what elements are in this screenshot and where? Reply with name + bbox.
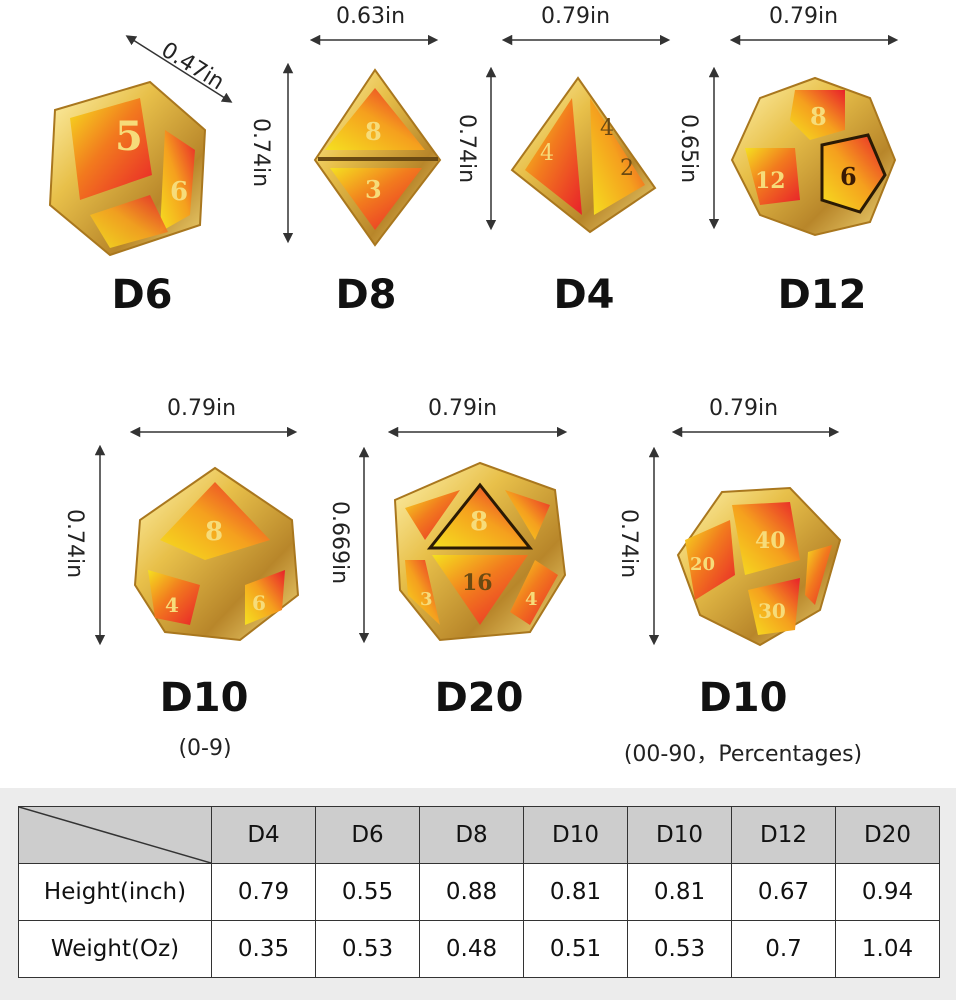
d10b-height-label: 0.74in: [616, 508, 642, 579]
svg-text:4: 4: [165, 593, 179, 617]
d4-width-label: 0.79in: [541, 4, 611, 29]
svg-text:6: 6: [170, 177, 188, 207]
svg-text:20: 20: [690, 554, 715, 575]
svg-text:3: 3: [365, 175, 382, 204]
d10a-height-label: 0.74in: [62, 508, 88, 579]
d4-name: D4: [553, 272, 615, 318]
d10a-sub: (0-9): [178, 736, 232, 761]
table-cell: 0.67: [731, 863, 836, 921]
d20-height-label: 0.669in: [327, 500, 353, 585]
d8-width-label: 0.63in: [336, 4, 406, 29]
d4-height-label: 0.65in: [676, 113, 702, 184]
svg-text:3: 3: [420, 589, 433, 610]
table-row-height: Height(inch) 0.79 0.55 0.88 0.81 0.81 0.…: [18, 863, 940, 921]
d10b-sub: (00-90，Percentages): [623, 742, 863, 767]
svg-text:16: 16: [462, 570, 493, 596]
table-cell: 0.53: [315, 920, 420, 978]
svg-text:5: 5: [115, 113, 143, 160]
svg-text:8: 8: [470, 507, 488, 537]
d6-name: D6: [111, 272, 173, 318]
table-cell: 0.81: [523, 863, 628, 921]
d10a-name: D10: [159, 675, 249, 721]
svg-text:12: 12: [755, 168, 786, 194]
table-header: D8: [419, 806, 524, 864]
svg-text:8: 8: [205, 517, 223, 547]
d6-height-label: 0.74in: [248, 117, 274, 188]
d12-name: D12: [777, 272, 867, 318]
table-header: D10: [627, 806, 732, 864]
table-cell: 0.79: [211, 863, 316, 921]
d20-name: D20: [434, 675, 524, 721]
svg-text:2: 2: [620, 156, 634, 181]
svg-text:4: 4: [525, 589, 538, 610]
table-cell: 0.48: [419, 920, 524, 978]
row-label: Weight(Oz): [18, 920, 212, 978]
table-cell: 0.94: [835, 863, 940, 921]
table-cell: 0.51: [523, 920, 628, 978]
d10-die-a: 8 4 6: [133, 466, 300, 642]
table-row-weight: Weight(Oz) 0.35 0.53 0.48 0.51 0.53 0.7 …: [18, 920, 940, 978]
d4-die: 4 4 2: [510, 76, 657, 234]
spec-table-panel: D4 D6 D8 D10 D10 D12 D20 Height(inch) 0.…: [0, 788, 956, 1000]
row-label: Height(inch): [18, 863, 212, 921]
table-header: D6: [315, 806, 420, 864]
spec-table: D4 D6 D8 D10 D10 D12 D20 Height(inch) 0.…: [18, 806, 940, 978]
d8-name: D8: [335, 272, 397, 318]
table-cell: 1.04: [835, 920, 940, 978]
table-header: D20: [835, 806, 940, 864]
svg-text:40: 40: [755, 528, 786, 554]
table-header-row: D4 D6 D8 D10 D10 D12 D20: [18, 806, 940, 864]
table-cell: 0.53: [627, 920, 732, 978]
d10a-width-label: 0.79in: [167, 396, 237, 421]
svg-text:8: 8: [810, 102, 827, 131]
table-cell: 0.88: [419, 863, 524, 921]
d8-height-label: 0.74in: [454, 113, 480, 184]
d20-width-label: 0.79in: [428, 396, 498, 421]
table-corner: [18, 806, 212, 864]
table-header: D10: [523, 806, 628, 864]
d8-die: 8 3: [313, 68, 442, 247]
table-cell: 0.35: [211, 920, 316, 978]
svg-text:4: 4: [540, 141, 554, 166]
d6-width-arrow: [125, 35, 233, 103]
svg-text:8: 8: [365, 117, 382, 146]
d12-width-label: 0.79in: [769, 4, 839, 29]
d10-die-b: 40 20 30: [676, 486, 842, 647]
svg-text:4: 4: [600, 116, 614, 141]
d10b-width-label: 0.79in: [709, 396, 779, 421]
d10b-name: D10: [698, 675, 788, 721]
table-cell: 0.55: [315, 863, 420, 921]
d20-die: 8 16 3 4: [393, 461, 567, 642]
table-cell: 0.7: [731, 920, 836, 978]
table-header: D12: [731, 806, 836, 864]
dice-illustrations: 5 6 8 3 4 4 2 8 12 6 8: [48, 34, 899, 647]
svg-text:6: 6: [252, 591, 266, 615]
d6-die: 5 6: [48, 80, 207, 257]
svg-text:30: 30: [758, 599, 786, 623]
table-cell: 0.81: [627, 863, 732, 921]
table-header: D4: [211, 806, 316, 864]
corner-diagonal: [19, 807, 211, 863]
svg-text:6: 6: [840, 162, 857, 191]
d12-die: 8 12 6: [730, 76, 897, 237]
